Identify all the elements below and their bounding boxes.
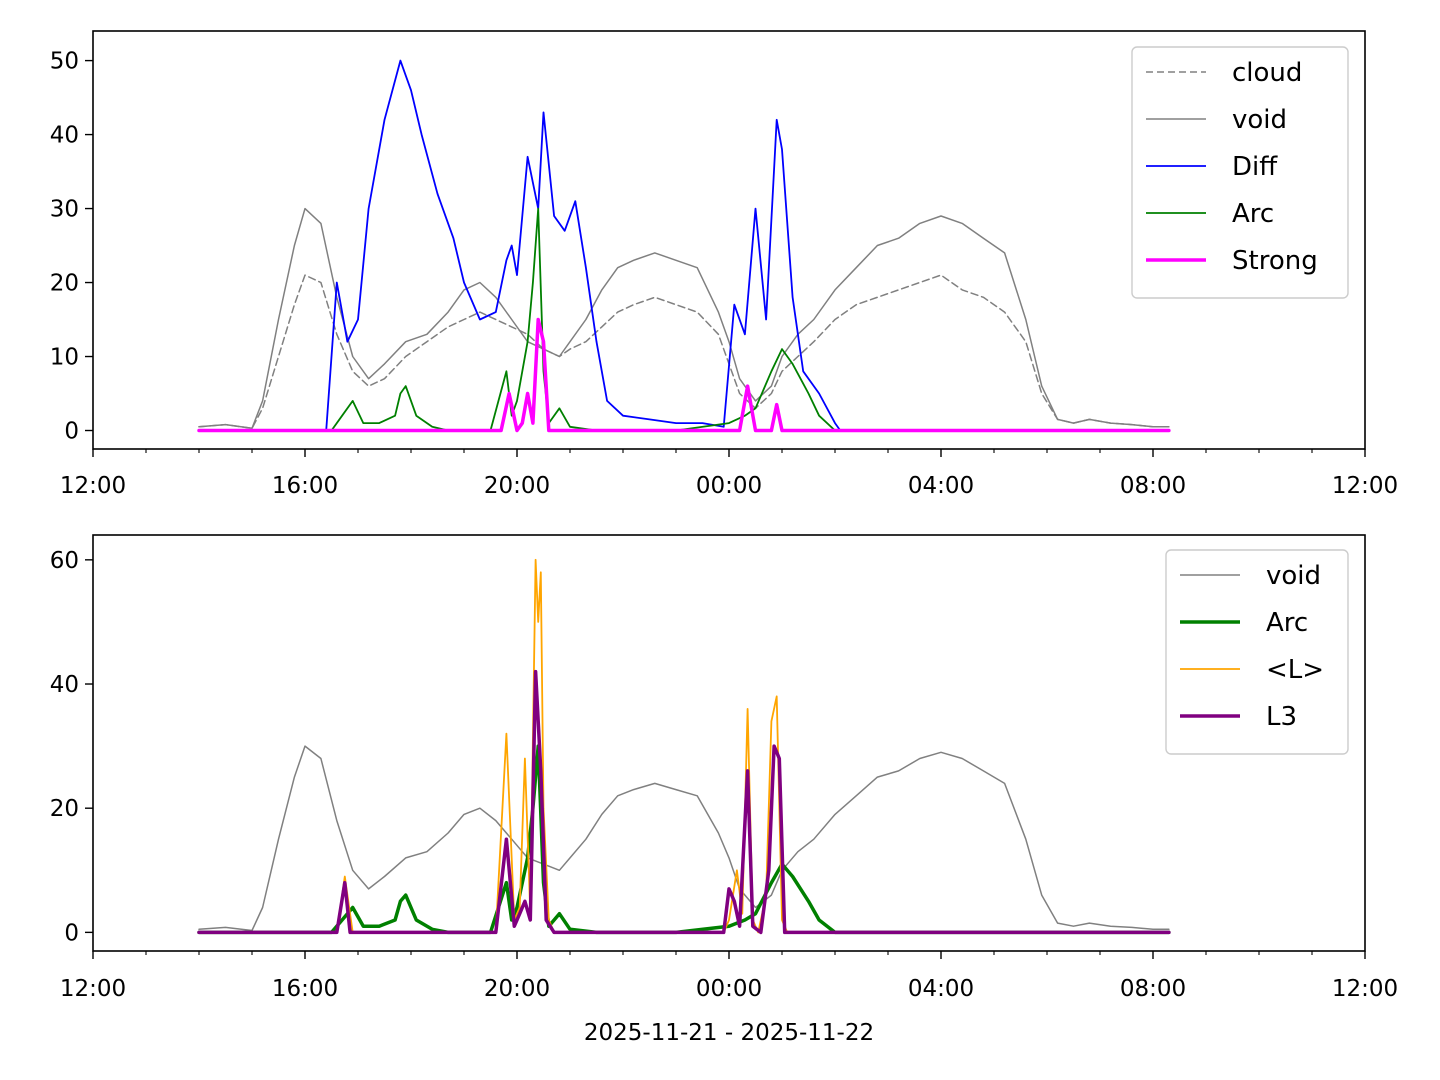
legend-label-void: void [1232,105,1287,135]
legend-label-diff: Diff [1232,152,1278,182]
series-line-strong [197,317,1171,433]
x-tick-label: 08:00 [1120,976,1186,1002]
x-tick-label: 04:00 [908,473,974,499]
y-tick-label: 40 [50,123,79,149]
x-tick-label: 16:00 [272,473,338,499]
x-tick-label: 20:00 [484,473,550,499]
y-tick-label: 20 [50,271,79,297]
x-tick-label: 08:00 [1120,473,1186,499]
x-tick-label: 12:00 [60,976,126,1002]
legend: void Arc <L> L3 [1165,549,1349,755]
legend-label-arc: Arc [1266,608,1308,638]
legend-label-void: void [1266,561,1321,591]
x-tick-label: 20:00 [484,976,550,1002]
series-line-cloud [198,274,1170,430]
bottom-chart-panel: 0 20 40 60 12:00 16:00 20:00 00:00 04:00 08:00 12:… [50,534,1398,1046]
series-line-arc [198,207,1170,432]
series-line-arc [197,744,1171,935]
x-tick-label: 16:00 [272,976,338,1002]
legend-label-cloud: cloud [1232,58,1302,88]
y-tick-label: 0 [64,920,79,946]
y-tick-label: 30 [50,197,79,223]
series-line-l [198,558,1170,934]
series-line-l3 [197,669,1171,935]
y-tick-label: 0 [64,419,79,445]
y-tick-label: 40 [50,672,79,698]
x-tick-label: 00:00 [696,976,762,1002]
series-line-void [198,745,1170,932]
y-tick-label: 20 [50,796,79,822]
legend-box [1165,549,1349,755]
y-tick-label: 50 [50,49,79,75]
legend: cloud void Diff Arc Strong [1131,46,1349,299]
legend-label-arc: Arc [1232,199,1274,229]
x-axis-label: 2025-11-21 - 2025-11-22 [584,1020,874,1046]
legend-label-strong: Strong [1232,246,1318,276]
series-line-diff [198,59,1170,432]
top-chart-panel: 0 10 20 30 40 50 12:00 16:00 20:00 00:00 04:00 08:0… [50,30,1398,499]
y-tick-label: 10 [50,345,79,371]
x-tick-label: 12:00 [60,473,126,499]
legend-label-l: <L> [1266,655,1324,685]
x-tick-label: 12:00 [1332,976,1398,1002]
legend-box [1131,46,1349,299]
series-line-void [198,207,1170,430]
x-tick-label: 04:00 [908,976,974,1002]
x-tick-label: 12:00 [1332,473,1398,499]
legend-label-l3: L3 [1266,702,1297,732]
y-tick-label: 60 [50,548,79,574]
x-tick-label: 00:00 [696,473,762,499]
